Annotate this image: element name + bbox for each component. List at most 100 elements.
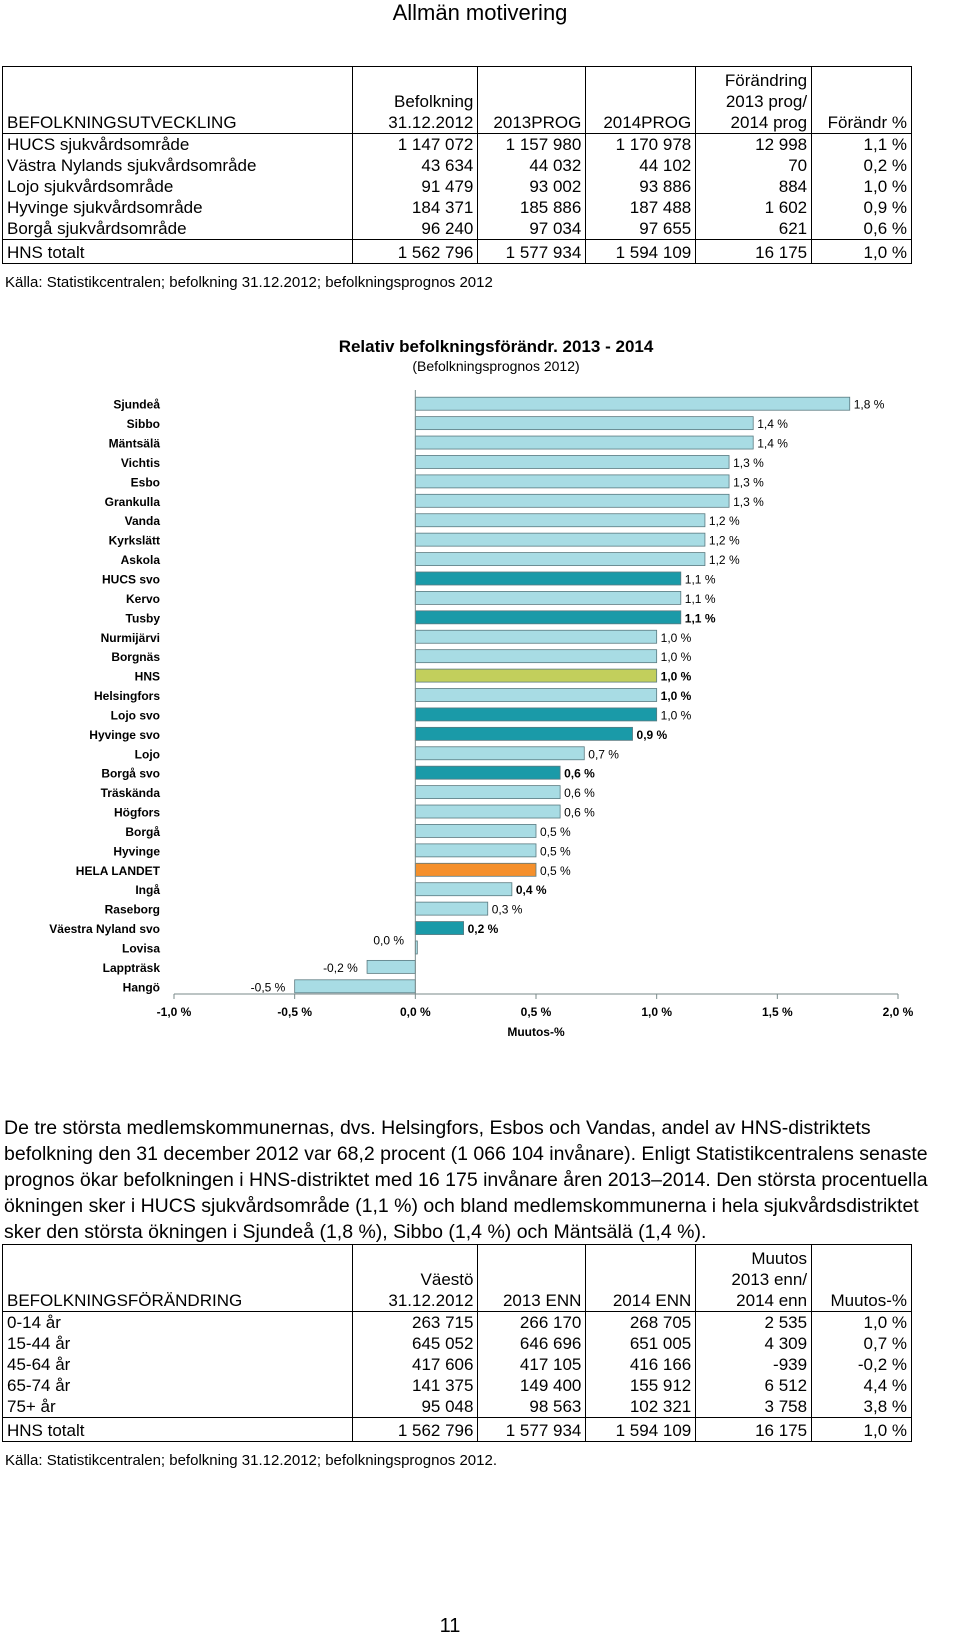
chart-category-label: Kervo	[126, 592, 160, 606]
cell-value: 417 606	[351, 1354, 478, 1375]
cell-value: 16 175	[695, 239, 812, 264]
chart-data-label: 0,6 %	[564, 786, 595, 800]
chart-category-label: Hyvinge svo	[89, 728, 160, 742]
chart-category-label: Raseborg	[105, 903, 160, 917]
page-header: Allmän motivering	[392, 0, 568, 25]
chart-data-label: 0,6 %	[564, 767, 595, 781]
chart-bar	[366, 959, 416, 974]
cell-value: 2013 ENN	[477, 1244, 586, 1312]
cell-value: Muutos-%	[811, 1244, 912, 1312]
chart-bar	[414, 726, 633, 741]
cell-value: 43 634	[351, 155, 478, 176]
cell-value: 266 170	[477, 1311, 586, 1333]
cell-value: 1,0 %	[811, 1417, 912, 1442]
cell-value: Förändring 2013 prog/ 2014 prog	[695, 66, 812, 134]
table-row: 75+ år 95 048 98 563 102 321 3 758 3,8 %	[2, 1396, 912, 1418]
chart-category-label: Hyvinge	[113, 844, 160, 858]
chart-bar	[414, 765, 561, 780]
total-row: HNS totalt 1 562 796 1 577 934 1 594 109 16 …	[2, 1417, 912, 1442]
chart-data-label: 1,4 %	[757, 437, 788, 451]
cell-value: Förändr %	[811, 66, 912, 134]
chart-data-label: 1,1 %	[685, 572, 716, 586]
chart-category-label: Lappträsk	[103, 961, 161, 975]
chart-data-label: 1,0 %	[661, 708, 692, 722]
population-table: BEFOLKNINGSUTVECKLING Befolkning 31.12.20…	[2, 66, 912, 264]
cell-value: 1 594 109	[585, 1417, 696, 1442]
cell-value: 155 912	[585, 1375, 696, 1396]
chart-x-tick-label: -1,0 %	[157, 1005, 192, 1019]
chart-category-label: Borgå svo	[101, 767, 160, 781]
chart-category-label: Esbo	[131, 475, 160, 489]
chart-category-label: Vanda	[125, 514, 161, 528]
chart-bar	[414, 649, 658, 664]
chart-category-label: Askola	[121, 553, 161, 567]
chart-data-label: 0,5 %	[540, 825, 571, 839]
chart-bar	[414, 474, 730, 489]
chart-x-axis-title: Muutos-%	[507, 1025, 565, 1039]
cell-value: 1 157 980	[477, 133, 586, 155]
cell-value: 141 375	[351, 1375, 478, 1396]
row-label: Hyvinge sjukvårdsområde	[2, 197, 353, 218]
chart-bar	[414, 882, 513, 897]
row-label: Västra Nylands sjukvårdsområde	[2, 155, 353, 176]
cell-value: 1,0 %	[811, 176, 912, 197]
cell-value: 6 512	[695, 1375, 812, 1396]
cell-value: 16 175	[695, 1417, 812, 1442]
cell-value: 185 886	[477, 197, 586, 218]
age-group-table-source: Källa: Statistikcentralen; befolkning 31…	[5, 1452, 498, 1469]
cell-value: 0,9 %	[811, 197, 912, 218]
chart-data-label: 1,0 %	[661, 631, 692, 645]
cell-value: 1 577 934	[477, 1417, 586, 1442]
chart-data-label: 1,4 %	[757, 417, 788, 431]
cell-value: 1 147 072	[351, 133, 478, 155]
chart-category-label: HELA LANDET	[76, 864, 161, 878]
chart-data-label: -0,2 %	[323, 961, 358, 975]
chart-x-tick-label: -0,5 %	[277, 1005, 312, 1019]
cell-value: 98 563	[477, 1396, 586, 1418]
row-label: 45-64 år	[2, 1354, 353, 1375]
chart-bar	[414, 552, 706, 566]
chart-data-label: 1,8 %	[854, 398, 885, 412]
cell-value: 93 002	[477, 176, 586, 197]
cell-value: 268 705	[585, 1311, 696, 1333]
cell-value: 1 577 934	[477, 239, 586, 264]
chart-category-label: Lovisa	[122, 941, 160, 955]
cell-value: -0,2 %	[811, 1354, 912, 1375]
chart-x-tick-label: 0,0 %	[400, 1005, 431, 1019]
cell-value: 646 696	[477, 1333, 586, 1354]
row-label: HUCS sjukvårdsområde	[2, 133, 353, 155]
chart-data-label: 0,3 %	[492, 903, 523, 917]
chart-category-label: Borgå	[125, 825, 160, 839]
row-label: HNS totalt	[2, 239, 353, 264]
chart-category-label: Högfors	[114, 806, 160, 820]
row-label: 65-74 år	[2, 1375, 353, 1396]
cell-value: 1 602	[695, 197, 812, 218]
chart-bar	[414, 455, 730, 469]
row-label: BEFOLKNINGSUTVECKLING	[2, 66, 353, 134]
cell-value: 651 005	[585, 1333, 696, 1354]
cell-value: Väestö 31.12.2012	[351, 1244, 478, 1312]
cell-value: 149 400	[477, 1375, 586, 1396]
chart-bar	[414, 921, 465, 935]
chart-category-label: Sibbo	[127, 417, 160, 431]
chart-category-label: Ingå	[135, 883, 160, 897]
row-label: 15-44 år	[2, 1333, 353, 1354]
cell-value: 70	[695, 155, 812, 176]
chart-category-label: Grankulla	[105, 495, 161, 509]
chart-bar	[414, 901, 489, 916]
chart-bar	[414, 571, 682, 586]
cell-value: 96 240	[351, 218, 478, 240]
chart-x-tick-label: 2,0 %	[883, 1005, 914, 1019]
cell-value: 1 170 978	[585, 133, 696, 155]
chart-data-label: 1,3 %	[733, 495, 764, 509]
cell-value: 187 488	[585, 197, 696, 218]
cell-value: 1 562 796	[351, 1417, 478, 1442]
table-row: Borgå sjukvårdsområde 96 240 97 034 97 655 6…	[2, 218, 912, 240]
cell-value: 417 105	[477, 1354, 586, 1375]
page-number: 11	[439, 1615, 461, 1637]
chart-category-label: Väestra Nyland svo	[49, 922, 160, 936]
cell-value: 645 052	[351, 1333, 478, 1354]
cell-value: 184 371	[351, 197, 478, 218]
cell-value: Befolkning 31.12.2012	[351, 66, 478, 134]
cell-value: 12 998	[695, 133, 812, 155]
